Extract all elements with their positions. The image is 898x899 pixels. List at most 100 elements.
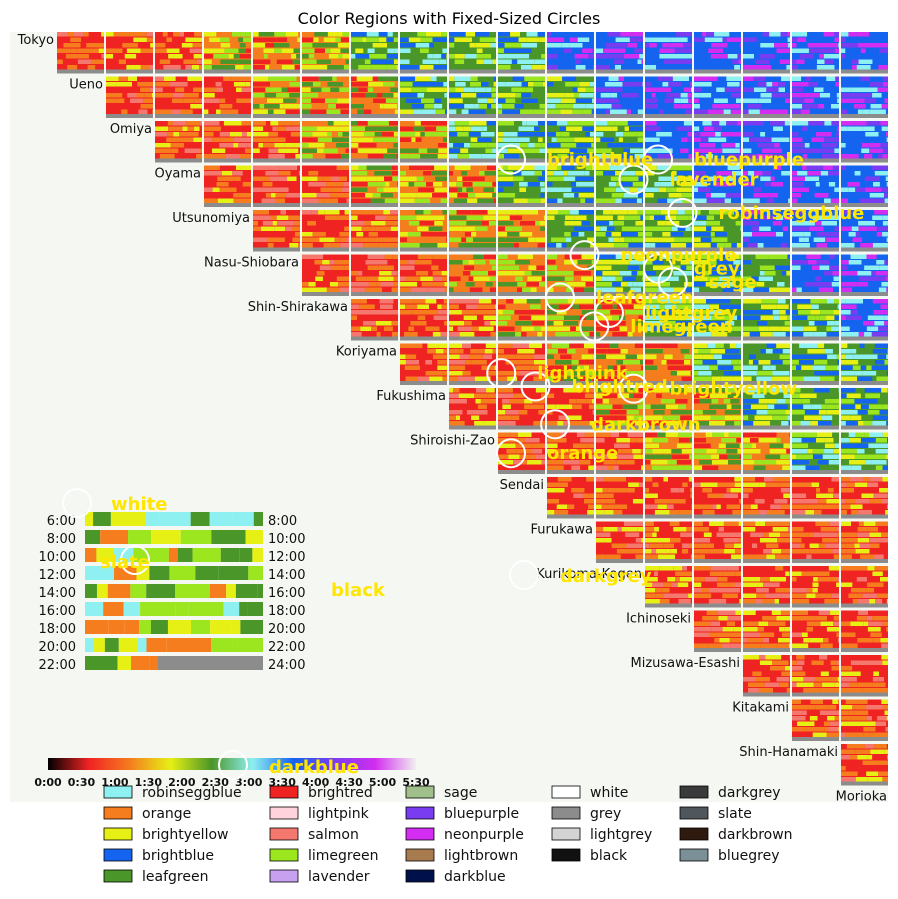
timetable-segment [226, 584, 236, 598]
timetable-segment [166, 638, 198, 652]
heatmap-cell [596, 477, 643, 519]
colorbar-tick: 0:30 [68, 776, 96, 789]
heatmap-cell [841, 343, 888, 385]
timetable-segment [130, 584, 147, 598]
colorbar-tick: 3:00 [235, 776, 263, 789]
heatmap-cell [596, 210, 643, 252]
legend-swatch [551, 806, 581, 820]
timetable-segment [150, 620, 168, 634]
heatmap-cell [498, 165, 545, 207]
region-label: leafgreen [596, 287, 693, 308]
legend-swatch [103, 785, 133, 799]
region-circle [618, 164, 649, 195]
region-label: slate [100, 552, 150, 573]
legend: robinseggblue orange brightyellow brightblu… [103, 785, 793, 885]
heatmap-cell [596, 76, 643, 118]
legend-label: bluepurple [444, 806, 519, 822]
timetable-segment [110, 512, 147, 526]
heatmap-cell [253, 32, 300, 74]
station-label: Utsunomiya [172, 211, 250, 226]
timetable-segment [211, 638, 238, 652]
heatmap-cell [743, 566, 790, 608]
heatmap-cell [498, 299, 545, 341]
timetable-segment [210, 620, 232, 634]
heatmap-cell [596, 254, 643, 296]
heatmap-cell [645, 76, 692, 118]
station-label: Furukawa [531, 523, 593, 538]
legend-swatch [269, 869, 299, 883]
timetable-segment [124, 620, 139, 634]
station-label: Omiya [110, 122, 152, 137]
timetable-segment [146, 638, 167, 652]
timetable-segment [209, 584, 227, 598]
heatmap-cell [694, 210, 741, 252]
heatmap-cell [596, 343, 643, 385]
legend-swatch [269, 806, 299, 820]
heatmap-cell [155, 121, 202, 163]
chart-title: Color Regions with Fixed-Sized Circles [298, 9, 601, 28]
timetable-segment [168, 548, 178, 562]
heatmap-cell [841, 76, 888, 118]
timetable-segment [118, 638, 138, 652]
station-label: Sendai [500, 478, 544, 493]
region-label: white [111, 494, 167, 515]
heatmap-cell [841, 521, 888, 563]
timetable-segment [85, 638, 95, 652]
colorbar-tick: 5:00 [369, 776, 397, 789]
heatmap-cell [596, 121, 643, 163]
legend-label: slate [718, 806, 752, 822]
heatmap-cell [400, 254, 447, 296]
timetable-segment [146, 584, 176, 598]
heatmap-cell [694, 566, 741, 608]
heatmap-cell [743, 477, 790, 519]
timetable-segment [197, 638, 212, 652]
legend-label: black [590, 848, 628, 864]
heatmap-cell [694, 477, 741, 519]
colorbar-tick: 1:30 [135, 776, 163, 789]
heatmap-cell [204, 32, 251, 74]
legend-label: darkblue [444, 869, 506, 885]
heatmap-cell [253, 121, 300, 163]
heatmap-cell [792, 655, 839, 697]
timetable-segment [175, 584, 210, 598]
timetable-segment [149, 566, 170, 580]
region-label: lightgrey [645, 303, 738, 324]
timetable-segment [85, 548, 97, 562]
timetable-segment [188, 602, 224, 616]
timetable-segment [252, 548, 263, 562]
timetable-segment [149, 656, 158, 670]
region-label: sage [709, 272, 757, 293]
colorbar-tick: 2:30 [202, 776, 230, 789]
heatmap-cell [547, 121, 594, 163]
legend-label: limegreen [308, 848, 378, 864]
heatmap-cell [351, 121, 398, 163]
legend-label: lightgrey [590, 827, 652, 843]
timetable-segment [85, 620, 109, 634]
heatmap-cell [694, 521, 741, 563]
heatmap-cell [841, 210, 888, 252]
legend-swatch [679, 848, 709, 862]
heatmap-cell [743, 76, 790, 118]
heatmap-cell [498, 121, 545, 163]
heatmap-cell [694, 254, 741, 296]
region-circle [520, 371, 551, 402]
heatmap-cell [645, 521, 692, 563]
heatmap-cell [645, 432, 692, 474]
heatmap-cell [204, 165, 251, 207]
timetable-segment [220, 548, 240, 562]
timetable-segment [177, 548, 193, 562]
heatmap-cell [743, 655, 790, 697]
timetable-segment [117, 656, 132, 670]
region-label: lavender [670, 170, 759, 191]
station-label: Ueno [69, 78, 103, 93]
region-circle [618, 373, 649, 404]
colorbar-tick: 0:00 [34, 776, 62, 789]
heatmap-cell [106, 32, 153, 74]
timetable-segment [190, 512, 210, 526]
region-label: darkbrown [591, 414, 700, 435]
station-label: Mizusawa-Esashi [631, 656, 741, 671]
region-circle [540, 409, 571, 440]
legend-swatch [551, 848, 581, 862]
timetable-segment [248, 566, 263, 580]
station-label: Kitakami [732, 701, 789, 716]
